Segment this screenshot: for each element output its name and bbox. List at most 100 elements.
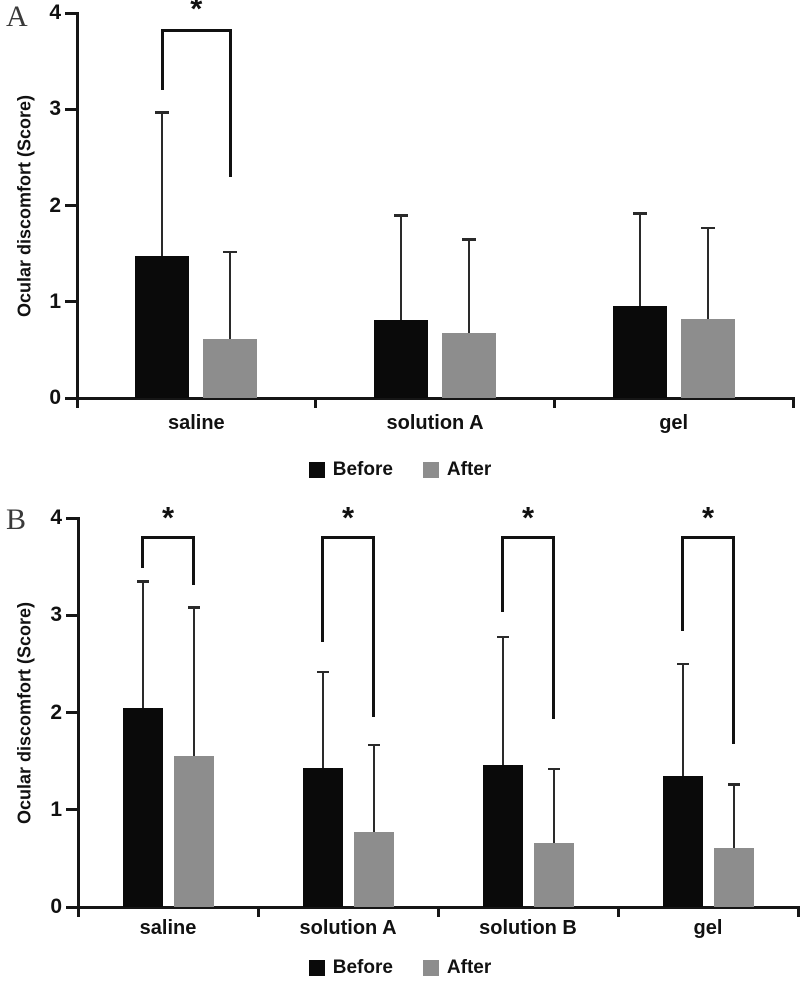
bar-after-solution-b	[533, 842, 574, 907]
sig-bracket-top-solution-a	[321, 536, 375, 540]
error-bar-cap-after-gel	[700, 226, 715, 230]
error-bar-cap-after-gel	[727, 783, 740, 786]
error-bar-before-gel	[638, 213, 641, 306]
x-tick	[791, 399, 795, 408]
sig-bracket-left-arm-solution-a	[321, 536, 324, 642]
bar-before-solution-b	[482, 765, 523, 907]
sig-bracket-right-arm-saline	[192, 536, 195, 586]
legend-label-before: Before	[332, 957, 393, 978]
bar-after-gel	[713, 847, 754, 907]
y-tick-label: 4	[50, 506, 62, 529]
error-bar-cap-before-gel	[632, 212, 647, 215]
bar-after-gel	[680, 319, 735, 398]
sig-bracket-right-arm-saline	[228, 29, 232, 177]
x-tick	[552, 399, 556, 408]
error-bar-before-solution-a	[321, 671, 324, 768]
y-tick-label: 2	[50, 700, 62, 724]
category-label-saline: saline	[167, 412, 225, 434]
panel-a: A Ocular discomfort (Score) 0 1 2 3 4 * saline…	[0, 0, 800, 481]
sig-bracket-right-arm-solution-a	[372, 536, 375, 718]
y-tick	[66, 613, 78, 617]
bar-before-gel	[662, 775, 703, 907]
category-label-gel: gel	[693, 917, 723, 939]
category-label-saline: saline	[139, 917, 197, 939]
sig-asterisk-solution-b: *	[521, 500, 535, 536]
error-bar-after-solution-a	[372, 744, 375, 833]
sig-bracket-right-arm-gel	[732, 536, 735, 744]
y-tick-label: 3	[50, 603, 62, 627]
error-bar-cap-after-saline	[187, 606, 200, 609]
legend-item-before: Before	[308, 459, 393, 481]
error-bar-after-solution-a	[468, 239, 470, 333]
error-bar-before-saline	[161, 112, 164, 256]
legend-swatch-after	[422, 462, 439, 478]
x-axis-line	[69, 396, 795, 400]
bar-before-gel	[612, 305, 667, 398]
x-tick	[314, 399, 318, 408]
sig-bracket-left-arm-saline	[141, 536, 144, 568]
y-tick-label: 0	[50, 895, 62, 918]
bar-after-saline	[173, 756, 214, 907]
sig-bracket-left-arm-gel	[681, 536, 684, 631]
y-tick	[65, 204, 77, 207]
error-bar-after-solution-b	[552, 768, 555, 843]
x-tick	[616, 908, 620, 917]
legend-label-before: Before	[332, 459, 393, 480]
x-tick	[796, 908, 800, 917]
error-bar-cap-after-solution-b	[547, 767, 560, 771]
error-bar-cap-before-gel	[676, 662, 689, 666]
category-label-gel: gel	[659, 412, 689, 434]
x-tick	[256, 908, 260, 917]
error-bar-cap-after-saline	[223, 250, 238, 254]
y-tick	[66, 711, 78, 714]
legend-swatch-before	[308, 462, 325, 478]
bar-before-solution-a	[302, 767, 343, 907]
category-label-solution-a: solution A	[299, 917, 397, 939]
error-bar-cap-before-saline	[136, 580, 149, 583]
bar-before-saline	[122, 707, 163, 907]
bar-after-solution-a	[353, 832, 394, 907]
y-tick	[66, 516, 78, 520]
error-bar-before-solution-b	[501, 636, 504, 765]
y-tick	[66, 808, 78, 812]
sig-bracket-right-arm-solution-b	[552, 536, 555, 720]
legend-swatch-before	[308, 960, 325, 976]
error-bar-after-saline	[229, 251, 232, 340]
sig-asterisk-gel: *	[701, 500, 715, 536]
y-axis-line	[76, 516, 80, 909]
panel-a-plot-area: 0 1 2 3 4 * saline solution A gel	[49, 0, 795, 434]
panel-b-letter: B	[6, 503, 27, 536]
sig-asterisk-solution-a: *	[341, 500, 355, 536]
error-bar-cap-before-solution-b	[496, 635, 509, 639]
bar-before-saline	[135, 255, 190, 398]
bar-after-saline	[203, 339, 258, 398]
legend-item-after: After	[422, 459, 492, 481]
x-tick	[75, 399, 79, 408]
bar-before-solution-a	[374, 320, 428, 398]
sig-bracket-top-gel	[681, 536, 735, 540]
y-tick-label: 3	[49, 97, 61, 121]
panel-a-legend: Before After	[0, 459, 800, 481]
sig-bracket-left-arm-saline	[160, 29, 164, 90]
error-bar-after-saline	[192, 607, 195, 757]
error-bar-cap-before-saline	[155, 111, 170, 114]
y-tick-label: 0	[49, 386, 61, 409]
y-tick-label: 4	[49, 1, 61, 24]
legend-label-after: After	[446, 459, 492, 480]
error-bar-before-solution-a	[400, 215, 402, 321]
error-bar-cap-before-solution-a	[316, 670, 329, 674]
sig-asterisk-saline: *	[190, 0, 203, 27]
panel-b-legend: Before After	[0, 957, 800, 979]
category-label-solution-b: solution B	[479, 917, 577, 939]
x-axis-line	[69, 905, 800, 909]
y-tick	[65, 11, 77, 15]
y-tick	[65, 300, 77, 304]
error-bar-before-saline	[141, 581, 144, 708]
sig-bracket-top-saline	[141, 536, 195, 540]
y-axis-line	[75, 11, 79, 400]
error-bar-before-gel	[681, 663, 684, 776]
sig-bracket-left-arm-solution-b	[501, 536, 504, 613]
error-bar-cap-after-solution-a	[367, 743, 380, 747]
panel-b-plot-area: 0 1 2 3 4 * * * * saline solution A solution B gel	[0, 493, 800, 985]
